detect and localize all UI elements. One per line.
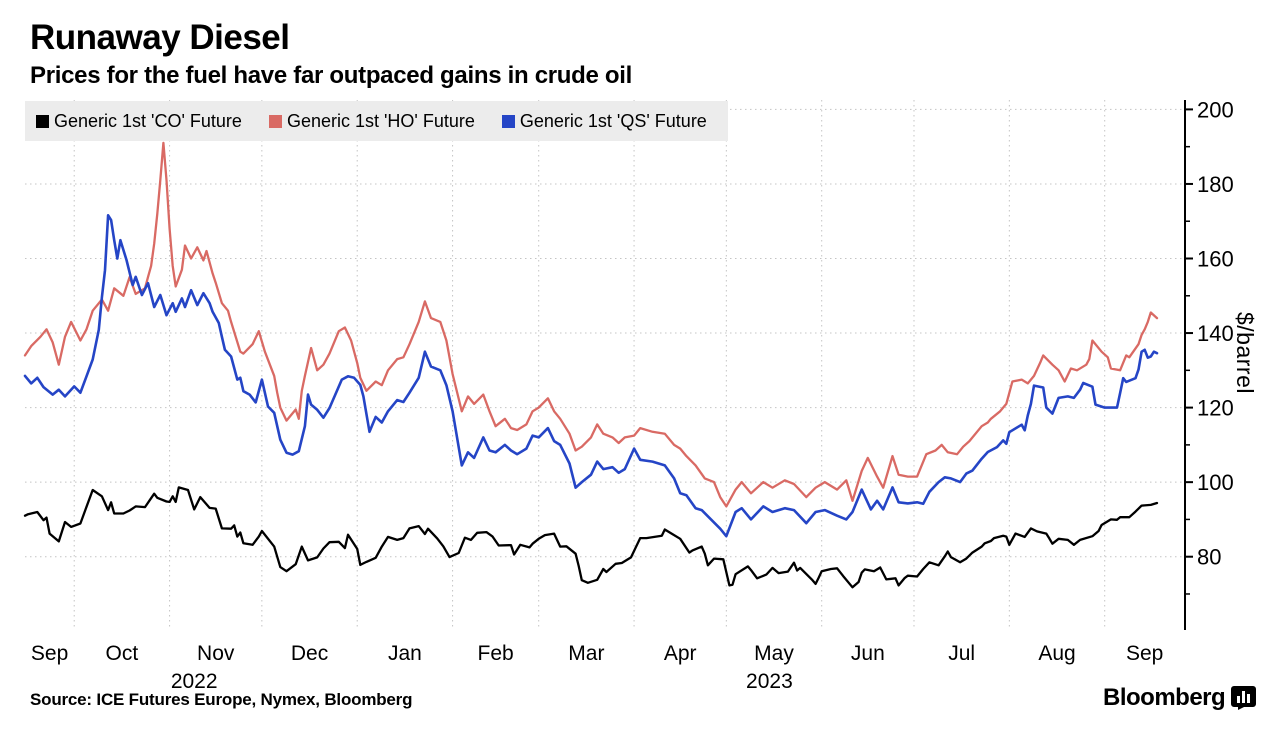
- x-month-label: May: [754, 642, 794, 665]
- series-line-ho: [23, 141, 1159, 508]
- bloomberg-logo: Bloomberg: [1103, 684, 1257, 712]
- source-note: Source: ICE Futures Europe, Nymex, Bloom…: [30, 690, 413, 709]
- legend-label-ho: Generic 1st 'HO' Future: [286, 110, 475, 131]
- x-month-label: Jul: [948, 642, 975, 665]
- legend-item-co: Generic 1st 'CO' Future: [36, 111, 242, 132]
- y-axis-unit-label: $/barrel: [1232, 312, 1258, 394]
- x-month-label: Jun: [851, 642, 885, 665]
- legend-item-qs: Generic 1st 'QS' Future: [501, 110, 707, 132]
- x-month-label: Jan: [388, 642, 422, 665]
- x-month-label: Oct: [106, 642, 139, 665]
- series-line-co: [23, 486, 1159, 589]
- series-line-qs: [23, 214, 1159, 538]
- x-month-label: Sep: [31, 642, 68, 665]
- y-tick-label: 140: [1197, 321, 1234, 346]
- qs-series-swatch: [501, 114, 515, 128]
- y-tick-label: 180: [1197, 172, 1234, 197]
- x-month-label: Sep: [1126, 642, 1163, 665]
- x-month-label: Nov: [197, 642, 235, 665]
- y-tick-label: 100: [1197, 470, 1234, 495]
- legend-label-co: Generic 1st 'CO' Future: [54, 110, 242, 131]
- x-month-label: Apr: [664, 642, 697, 665]
- x-month-label: Mar: [568, 642, 604, 665]
- x-year-label: 2023: [746, 670, 793, 693]
- x-month-label: Dec: [291, 642, 328, 665]
- ho-series-swatch: [268, 114, 282, 128]
- y-tick-label: 120: [1197, 396, 1234, 421]
- x-year-label: 2022: [171, 670, 218, 693]
- bloomberg-terminal-icon: [1231, 686, 1257, 710]
- co-series-swatch: [36, 114, 49, 128]
- y-tick-label: 160: [1197, 247, 1234, 272]
- x-month-label: Aug: [1038, 642, 1075, 665]
- x-month-label: Feb: [478, 642, 514, 665]
- bloomberg-wordmark: Bloomberg: [1103, 684, 1226, 711]
- y-tick-label: 200: [1197, 97, 1234, 122]
- legend-item-ho: Generic 1st 'HO' Future: [268, 110, 475, 132]
- chart-legend: Generic 1st 'CO' Future Generic 1st 'HO'…: [25, 101, 728, 141]
- y-tick-label: 80: [1197, 545, 1221, 570]
- page-title: Runaway Diesel: [30, 18, 290, 57]
- legend-label-qs: Generic 1st 'QS' Future: [519, 110, 707, 131]
- page-subtitle: Prices for the fuel have far outpaced ga…: [30, 62, 633, 89]
